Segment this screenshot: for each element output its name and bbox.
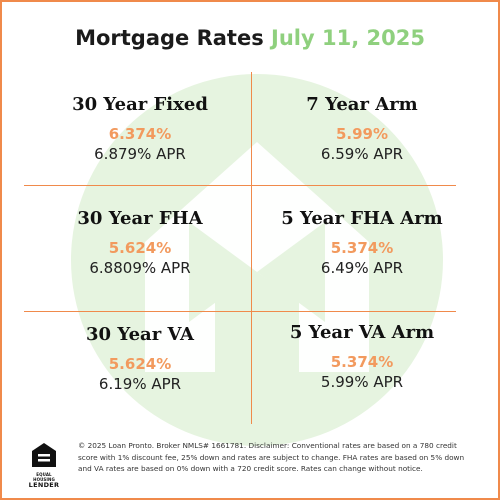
divider-horizontal-2 bbox=[24, 311, 456, 312]
apr-value: 5.99% APR bbox=[320, 373, 404, 391]
disclaimer-text: © 2025 Loan Pronto. Broker NMLS# 1661781… bbox=[78, 441, 465, 473]
rate-value: 5.99% bbox=[335, 125, 389, 143]
apr-value: 6.49% APR bbox=[320, 259, 404, 277]
brand-logo-watermark bbox=[71, 74, 443, 446]
divider-horizontal-1 bbox=[24, 185, 456, 186]
rate-value: 5.374% bbox=[330, 353, 394, 371]
apr-value: 6.19% APR bbox=[98, 375, 182, 393]
rate-value: 6.374% bbox=[108, 125, 172, 143]
rate-product-name: 5 Year VA Arm bbox=[289, 322, 435, 343]
rate-product-name: 7 Year Arm bbox=[306, 94, 418, 115]
page-title: Mortgage Rates July 11, 2025 bbox=[2, 26, 498, 50]
rate-cell-5yr-va-arm: 5 Year VA Arm 5.374% 5.99% APR bbox=[252, 322, 472, 391]
logo-label-line1: EQUAL HOUSING bbox=[33, 472, 55, 482]
rate-cell-7yr-arm: 7 Year Arm 5.99% 6.59% APR bbox=[252, 94, 472, 163]
apr-value: 6.879% APR bbox=[94, 145, 186, 163]
rate-cell-30yr-va: 30 Year VA 5.624% 6.19% APR bbox=[30, 324, 250, 393]
title-date: July 11, 2025 bbox=[271, 26, 425, 50]
equal-housing-lender-logo: EQUAL HOUSING LENDER bbox=[28, 442, 60, 489]
title-main: Mortgage Rates bbox=[75, 26, 264, 50]
rate-product-name: 30 Year Fixed bbox=[72, 94, 208, 115]
apr-value: 6.8809% APR bbox=[89, 259, 191, 277]
rate-value: 5.624% bbox=[108, 355, 172, 373]
rate-product-name: 30 Year VA bbox=[86, 324, 194, 345]
divider-vertical bbox=[251, 72, 252, 424]
rate-cell-30yr-fixed: 30 Year Fixed 6.374% 6.879% APR bbox=[30, 94, 250, 163]
logo-label-line2: LENDER bbox=[28, 481, 60, 489]
rate-product-name: 5 Year FHA Arm bbox=[281, 208, 443, 229]
apr-value: 6.59% APR bbox=[320, 145, 404, 163]
rate-cell-30yr-fha: 30 Year FHA 5.624% 6.8809% APR bbox=[30, 208, 250, 277]
rate-value: 5.374% bbox=[330, 239, 394, 257]
equal-housing-lender-icon bbox=[32, 443, 56, 467]
rate-cell-5yr-fha-arm: 5 Year FHA Arm 5.374% 6.49% APR bbox=[252, 208, 472, 277]
rate-value: 5.624% bbox=[108, 239, 172, 257]
footer: EQUAL HOUSING LENDER © 2025 Loan Pronto.… bbox=[22, 440, 480, 490]
rate-product-name: 30 Year FHA bbox=[77, 208, 203, 229]
